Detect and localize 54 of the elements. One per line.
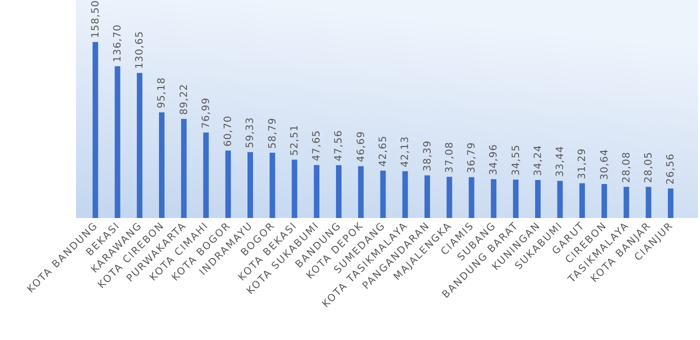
- bar: [624, 186, 630, 218]
- data-label: 89,22: [178, 84, 190, 115]
- data-label: 30,64: [599, 148, 610, 180]
- data-label: 31,29: [577, 148, 588, 180]
- bar: [136, 72, 142, 218]
- bar: [512, 180, 519, 218]
- data-label: 136,70: [112, 24, 124, 62]
- data-label: 28,08: [621, 152, 632, 183]
- data-label: 42,65: [378, 136, 389, 167]
- data-label: 38,39: [422, 140, 434, 172]
- bar: [535, 180, 541, 218]
- data-label: 34,24: [532, 144, 544, 176]
- data-label: 47,65: [312, 130, 323, 162]
- bar: [314, 165, 320, 218]
- data-label: 130,65: [134, 30, 146, 69]
- bar: [158, 112, 165, 218]
- bar: [446, 176, 452, 218]
- data-label: 59,33: [245, 116, 256, 148]
- data-label: 37,08: [444, 142, 456, 173]
- bar: [579, 183, 585, 218]
- data-label: 60,70: [223, 115, 234, 147]
- bar: [358, 166, 364, 218]
- bar: [247, 152, 254, 218]
- bar: [92, 42, 98, 218]
- bar: [490, 179, 496, 218]
- data-label: 58,79: [267, 118, 278, 149]
- data-label: 28,05: [644, 152, 655, 183]
- bar: [424, 175, 430, 218]
- bar: [402, 171, 408, 218]
- bar: [380, 170, 386, 218]
- bar: [668, 188, 674, 218]
- data-label: 33,44: [555, 146, 566, 177]
- bar: [181, 118, 187, 218]
- bar: [601, 184, 608, 218]
- bar: [468, 177, 474, 218]
- data-label: 36,79: [466, 142, 478, 174]
- bar: [292, 160, 298, 218]
- bar: [557, 180, 563, 218]
- data-label: 47,56: [334, 130, 345, 162]
- bar: [114, 66, 120, 218]
- data-label: 158,50: [90, 0, 102, 38]
- data-label: 42,13: [400, 136, 412, 168]
- data-label: 34,96: [488, 144, 500, 176]
- data-label: 46,69: [356, 131, 367, 162]
- bar: [336, 165, 342, 218]
- data-label: 95,18: [156, 77, 168, 108]
- bar: [203, 132, 209, 218]
- data-label: 34,55: [510, 144, 522, 176]
- bar: [646, 186, 652, 218]
- data-label: 26,56: [666, 153, 677, 185]
- data-label: 52,51: [289, 124, 300, 156]
- data-label: 76,99: [200, 97, 212, 129]
- bar: [225, 150, 231, 218]
- bar: [270, 152, 276, 218]
